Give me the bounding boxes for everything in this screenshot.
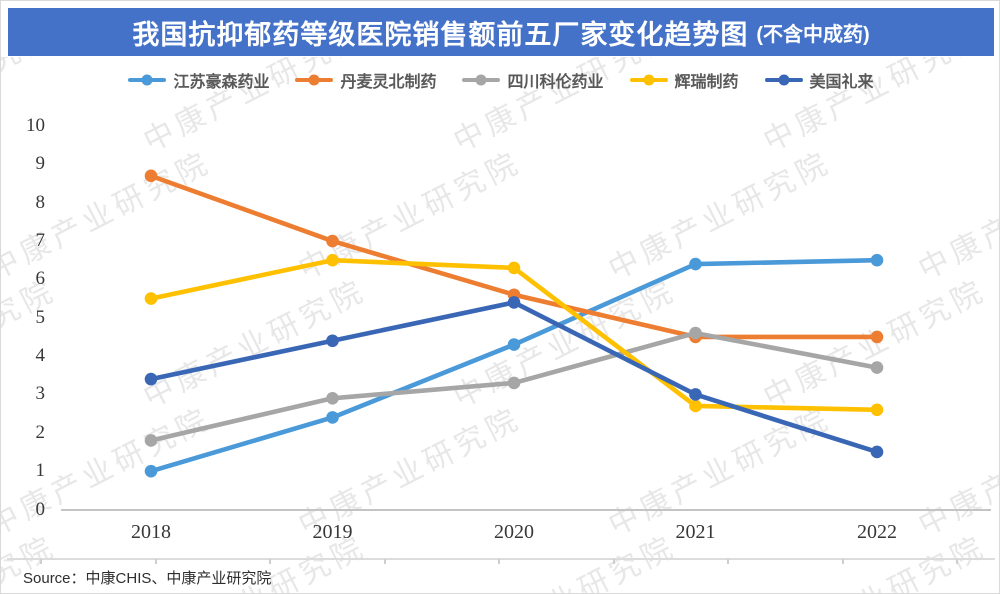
y-axis-label: 0 <box>35 498 46 520</box>
legend-dot-icon <box>308 74 320 86</box>
data-point <box>870 361 884 374</box>
data-point <box>689 399 702 413</box>
bottom-tick <box>612 559 615 564</box>
chart-title-suffix: (不含中成药) <box>756 23 870 46</box>
legend-dot-icon <box>643 74 654 86</box>
bottom-tick <box>956 559 958 564</box>
y-axis-label: 3 <box>35 383 46 405</box>
data-point <box>326 391 339 405</box>
bottom-tick <box>841 559 844 564</box>
data-point <box>144 372 158 386</box>
legend: 江苏豪森药业 丹麦灵北制药 四川科伦药业 辉瑞制药 美国礼来 <box>1 65 999 95</box>
data-point <box>144 169 158 183</box>
data-point <box>870 253 884 267</box>
data-point <box>326 411 339 424</box>
legend-label: 辉瑞制药 <box>674 74 739 91</box>
data-point <box>144 292 158 305</box>
legend-item-2: 丹麦灵北制药 <box>295 68 436 92</box>
data-point <box>870 403 884 417</box>
data-point <box>689 388 702 401</box>
legend-dot-icon <box>141 74 153 86</box>
y-axis-label: 7 <box>35 230 46 252</box>
bottom-tick <box>727 559 729 564</box>
legend-item-5: 美国礼来 <box>764 68 874 92</box>
y-axis-label: 6 <box>35 268 46 290</box>
legend-label: 美国礼来 <box>809 74 874 91</box>
data-point <box>507 338 521 351</box>
legend-marker-icon <box>629 74 668 86</box>
y-axis-label: 2 <box>35 421 46 443</box>
series-line-2 <box>148 173 880 340</box>
y-axis-label: 1 <box>35 460 46 482</box>
chart-title-bar: 我国抗抑郁药等级医院销售额前五厂家变化趋势图 (不含中成药) <box>8 8 994 56</box>
data-point <box>326 234 339 248</box>
x-axis-label: 2019 <box>312 521 353 543</box>
legend-item-3: 四川科伦药业 <box>462 68 604 92</box>
data-point <box>144 434 158 447</box>
chart-title: 我国抗抑郁药等级医院销售额前五厂家变化趋势图 <box>132 19 749 50</box>
y-axis-label: 5 <box>35 306 46 328</box>
bottom-border-line <box>7 558 995 560</box>
data-point <box>689 326 702 340</box>
x-axis-line <box>61 509 991 511</box>
legend-label: 江苏豪森药业 <box>173 74 270 91</box>
data-point <box>870 445 884 459</box>
x-axis-label: 2021 <box>675 521 716 543</box>
data-point <box>326 334 339 348</box>
legend-label: 丹麦灵北制药 <box>340 74 437 91</box>
legend-marker-icon <box>462 74 501 86</box>
y-axis-label: 4 <box>35 345 46 367</box>
data-point <box>870 330 884 344</box>
data-point <box>507 261 521 275</box>
y-axis-label: 9 <box>35 153 46 175</box>
legend-dot-icon <box>475 74 487 86</box>
bottom-tick <box>154 559 157 564</box>
bottom-tick <box>498 559 500 564</box>
data-point <box>144 464 158 478</box>
y-axis-label: 8 <box>35 191 46 213</box>
legend-label: 四川科伦药业 <box>507 74 604 91</box>
x-axis-label: 2020 <box>494 521 534 543</box>
legend-marker-icon <box>764 74 803 86</box>
legend-dot-icon <box>778 74 790 86</box>
legend-marker-icon <box>128 74 167 86</box>
legend-item-4: 辉瑞制药 <box>629 68 739 92</box>
bottom-tick <box>40 559 42 564</box>
data-point <box>507 376 521 390</box>
legend-marker-icon <box>295 74 334 86</box>
source-note: Source：中康CHIS、中康产业研究院 <box>23 570 272 587</box>
bottom-tick <box>269 559 271 564</box>
data-point <box>689 257 702 271</box>
x-axis-label: 2022 <box>857 521 897 543</box>
y-axis-label: 10 <box>26 115 45 136</box>
data-point <box>507 296 521 309</box>
data-point <box>326 253 339 267</box>
x-axis-label: 2018 <box>131 521 171 543</box>
bottom-tick <box>383 559 386 564</box>
legend-item-1: 江苏豪森药业 <box>128 68 269 92</box>
